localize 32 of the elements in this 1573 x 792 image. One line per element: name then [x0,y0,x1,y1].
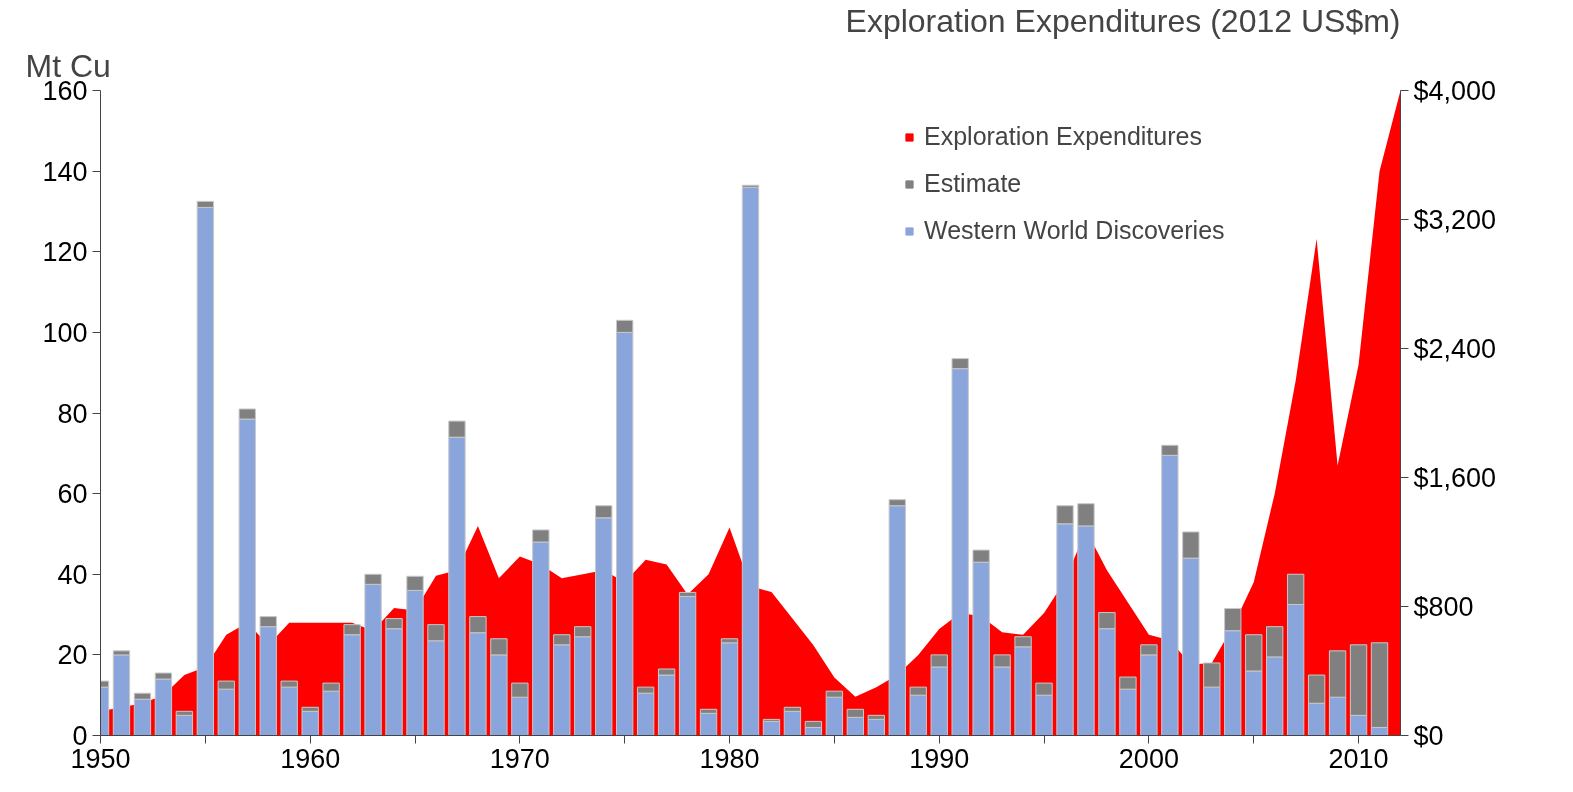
y2-tick-label: $1,600 [1413,462,1497,493]
x-tick-label: 1980 [699,743,760,774]
bar [678,595,697,736]
y2-tick-label: $2,400 [1413,333,1497,364]
bar [301,710,319,736]
x-tick-label: 1960 [280,743,341,774]
bar [741,186,760,736]
y-tick-label: 60 [57,479,88,510]
y2-tick-label: $3,200 [1413,204,1497,235]
y-tick-label: 100 [42,317,88,348]
x-tick-label: 1990 [909,743,970,774]
x-tick-label: 2000 [1118,743,1179,774]
y-tick-label: 80 [57,398,88,429]
legend-label: Western World Discoveries [924,216,1225,245]
bar [720,642,739,736]
x-tick-label: 2010 [1328,743,1389,774]
y-tick-label: 40 [57,559,88,590]
bar [175,714,194,736]
legend-label: Estimate [924,169,1022,198]
y2-tick-label: $0 [1413,720,1444,751]
legend-label: Exploration Expenditures [924,122,1202,151]
y2-tick-label: $800 [1413,591,1474,622]
y2-tick-label: $4,000 [1413,75,1497,106]
bar [112,654,131,736]
bar [867,718,885,736]
x-tick-label: 1970 [489,743,550,774]
y-tick-label: 140 [42,156,88,187]
y-tick-label: 20 [57,640,88,671]
y-tick-label: 120 [42,237,88,268]
y2-axis-title: Exploration Expenditures (2012 US$m) [845,2,1401,39]
bar [783,710,802,736]
bar [699,712,718,736]
